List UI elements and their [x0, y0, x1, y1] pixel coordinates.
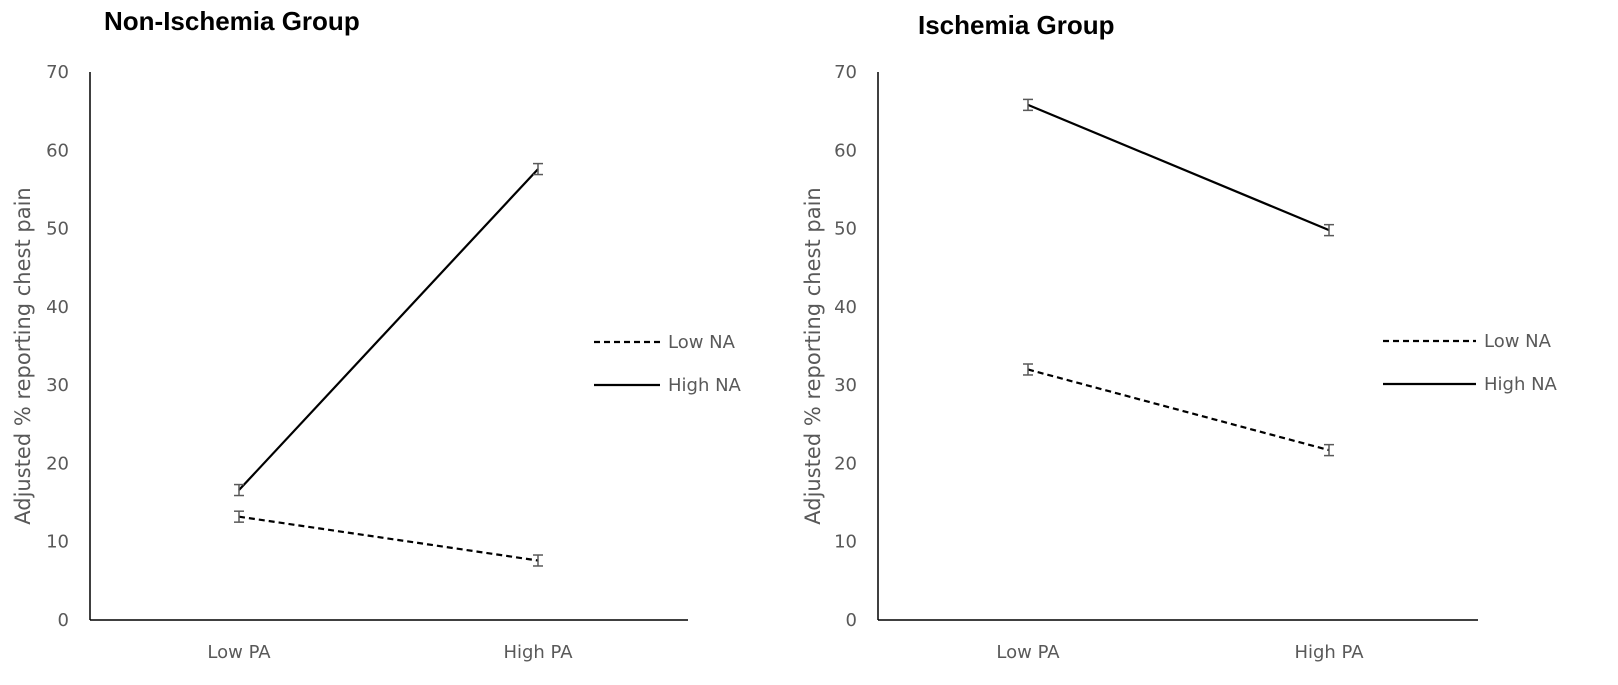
legend-label: High NA — [1484, 374, 1558, 395]
error-bar — [1324, 443, 1334, 457]
y-axis-label: Adjusted % reporting chest pain — [801, 187, 825, 524]
chart-title: Non-Ischemia Group — [104, 6, 360, 36]
series-line-high-na — [1027, 103, 1330, 232]
y-tick-label: 20 — [46, 453, 69, 474]
y-tick-label: 50 — [46, 219, 69, 240]
y-tick-label: 50 — [834, 219, 857, 240]
y-tick-label: 60 — [46, 140, 69, 161]
y-tick-label: 30 — [834, 375, 857, 396]
error-bar — [533, 162, 543, 176]
y-tick-label: 70 — [46, 62, 69, 83]
y-tick-label: 10 — [834, 532, 857, 553]
y-tick-label: 0 — [846, 610, 857, 631]
x-tick-label: High PA — [503, 642, 573, 663]
legend-label: Low NA — [1484, 331, 1552, 352]
error-bar — [1023, 363, 1033, 376]
error-bar — [1023, 98, 1033, 112]
error-bar — [533, 554, 543, 567]
y-tick-label: 40 — [46, 297, 69, 318]
error-bar — [234, 510, 244, 523]
y-tick-label: 70 — [834, 62, 857, 83]
y-tick-label: 20 — [834, 453, 857, 474]
chart-panel-2: Ischemia Group 0 10 20 30 40 50 60 70 Adjusted % … — [801, 10, 1558, 663]
x-tick-label: High PA — [1294, 642, 1364, 663]
y-tick-label: 10 — [46, 532, 69, 553]
legend-label: Low NA — [668, 332, 736, 353]
y-tick-label: 0 — [58, 610, 69, 631]
x-tick-label: Low PA — [996, 642, 1060, 663]
y-axis-label: Adjusted % reporting chest pain — [11, 187, 35, 524]
series-line-high-na — [238, 168, 539, 491]
series-line-low-na — [1027, 368, 1330, 452]
legend: Low NA High NA — [1383, 331, 1558, 395]
legend-label: High NA — [668, 375, 742, 396]
y-tick-label: 30 — [46, 375, 69, 396]
chart-panel-1: Non-Ischemia Group 0 10 20 30 40 50 60 70 Adjuste… — [11, 6, 742, 663]
series-line-low-na — [238, 515, 539, 562]
chart-title: Ischemia Group — [918, 10, 1115, 40]
x-tick-label: Low PA — [207, 642, 271, 663]
error-bar — [1324, 223, 1334, 237]
y-tick-label: 60 — [834, 140, 857, 161]
error-bar — [234, 483, 244, 497]
legend: Low NA High NA — [594, 332, 742, 396]
y-tick-label: 40 — [834, 297, 857, 318]
